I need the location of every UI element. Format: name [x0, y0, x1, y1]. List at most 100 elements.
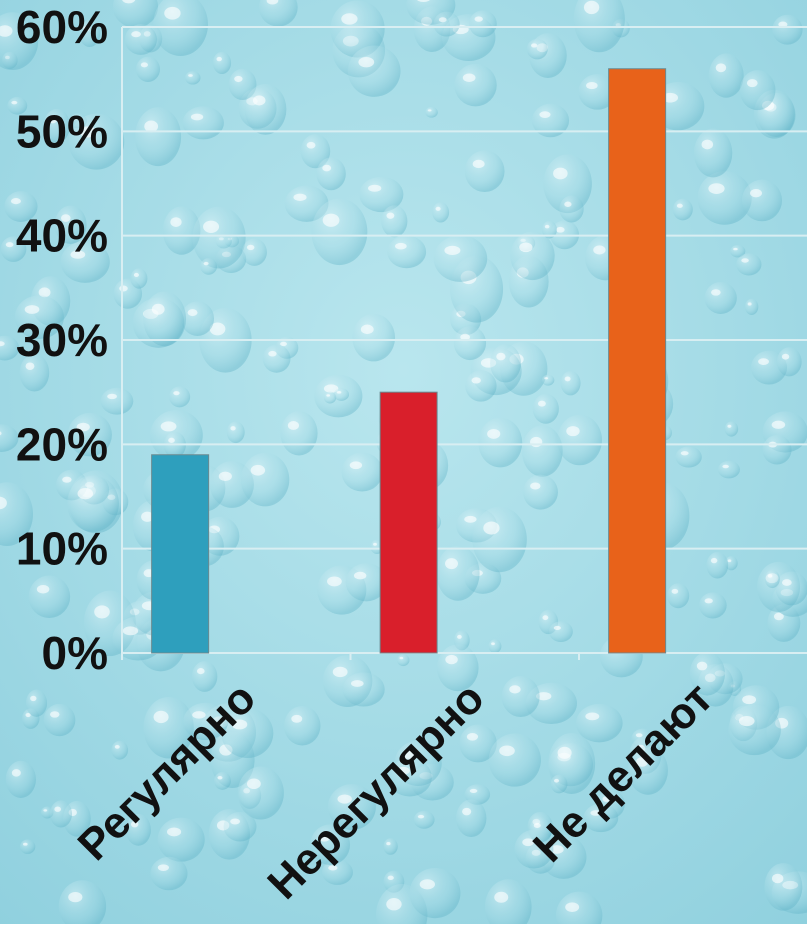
water-droplet	[226, 421, 245, 444]
y-tick-label: 0%	[42, 627, 108, 679]
water-droplet	[762, 434, 792, 465]
water-droplet	[300, 134, 331, 169]
water-droplet	[7, 96, 28, 115]
water-droplet	[488, 733, 541, 787]
water-droplet	[425, 106, 438, 118]
water-droplet	[437, 644, 479, 692]
water-droplet	[465, 370, 497, 402]
water-droplet	[60, 240, 110, 283]
water-droplet	[543, 154, 592, 214]
water-droplet	[214, 771, 231, 790]
bar-1	[151, 454, 210, 654]
water-droplet	[409, 868, 461, 919]
water-droplet	[725, 556, 738, 571]
water-droplet	[0, 236, 27, 262]
water-droplet	[125, 813, 151, 846]
water-droplet	[490, 344, 521, 383]
y-tick-label: 40%	[16, 210, 108, 262]
water-droplet	[541, 374, 555, 386]
water-droplet	[531, 103, 570, 138]
water-droplet	[237, 766, 284, 820]
water-droplet	[454, 63, 497, 107]
water-droplet	[433, 235, 488, 282]
water-droplet	[284, 705, 321, 746]
water-droplet	[706, 551, 729, 579]
water-droplet	[689, 651, 725, 696]
water-droplet	[323, 391, 337, 404]
water-droplet	[49, 800, 73, 828]
water-droplet	[560, 370, 581, 396]
water-droplet	[432, 202, 450, 223]
water-droplet	[0, 482, 33, 547]
bars	[151, 68, 667, 654]
water-droplet	[693, 128, 733, 178]
water-droplet	[327, 784, 376, 830]
water-droplet	[345, 563, 388, 602]
water-droplet	[111, 740, 129, 760]
water-droplet	[180, 301, 215, 336]
water-droplet	[699, 592, 727, 619]
water-droplet	[550, 774, 568, 794]
water-droplet	[212, 51, 232, 75]
water-droplet	[19, 354, 50, 392]
water-droplet	[741, 179, 783, 222]
water-droplet	[157, 817, 205, 862]
water-droplet	[456, 799, 487, 838]
water-droplet	[221, 708, 274, 759]
water-droplet	[0, 12, 39, 71]
bar-2	[379, 391, 438, 654]
water-droplet	[739, 70, 776, 111]
water-droplet	[19, 839, 36, 854]
water-droplet	[459, 724, 497, 763]
water-droplet	[383, 838, 398, 855]
axes	[121, 27, 807, 660]
water-droplet	[5, 760, 36, 798]
water-droplet	[736, 253, 762, 276]
water-droplet	[130, 268, 148, 289]
water-droplet	[704, 282, 737, 314]
water-droplet	[576, 703, 623, 743]
water-droplet	[169, 386, 191, 408]
water-droplet	[672, 198, 693, 221]
water-droplet	[330, 0, 385, 58]
water-droplet	[135, 107, 182, 167]
water-droplet	[258, 0, 298, 27]
water-droplet	[310, 824, 351, 865]
water-droplet	[322, 859, 353, 885]
water-droplet	[675, 446, 702, 468]
water-droplet	[112, 0, 159, 28]
water-droplet	[478, 417, 523, 468]
water-droplet	[124, 24, 157, 55]
water-droplet	[43, 108, 70, 143]
water-droplet	[728, 704, 781, 756]
water-droplet	[68, 113, 125, 170]
water-droplet	[135, 56, 161, 83]
water-droplet	[244, 83, 287, 135]
water-droplet	[484, 879, 532, 929]
y-tick-label: 20%	[16, 418, 108, 470]
water-droplet	[717, 460, 740, 479]
water-droplet	[280, 411, 318, 456]
water-droplet	[241, 238, 267, 266]
water-droplet	[352, 313, 396, 362]
water-droplet	[67, 412, 112, 457]
water-droplet	[54, 205, 87, 244]
water-droplet	[28, 575, 71, 619]
water-droplet	[143, 696, 194, 759]
water-droplet	[583, 803, 619, 833]
water-droplet	[262, 344, 291, 373]
water-droplet	[744, 298, 759, 316]
water-droplet	[453, 326, 487, 361]
water-droplet	[311, 198, 368, 266]
y-tick-label: 60%	[16, 1, 108, 53]
water-droplet	[555, 891, 603, 929]
water-droplet	[724, 421, 739, 437]
water-droplet	[341, 452, 383, 492]
water-droplet	[182, 106, 224, 140]
water-droplet	[514, 829, 554, 869]
water-droplet	[764, 863, 803, 911]
water-droplet	[764, 569, 780, 589]
water-droplet	[316, 157, 346, 191]
water-droplet	[223, 811, 257, 842]
